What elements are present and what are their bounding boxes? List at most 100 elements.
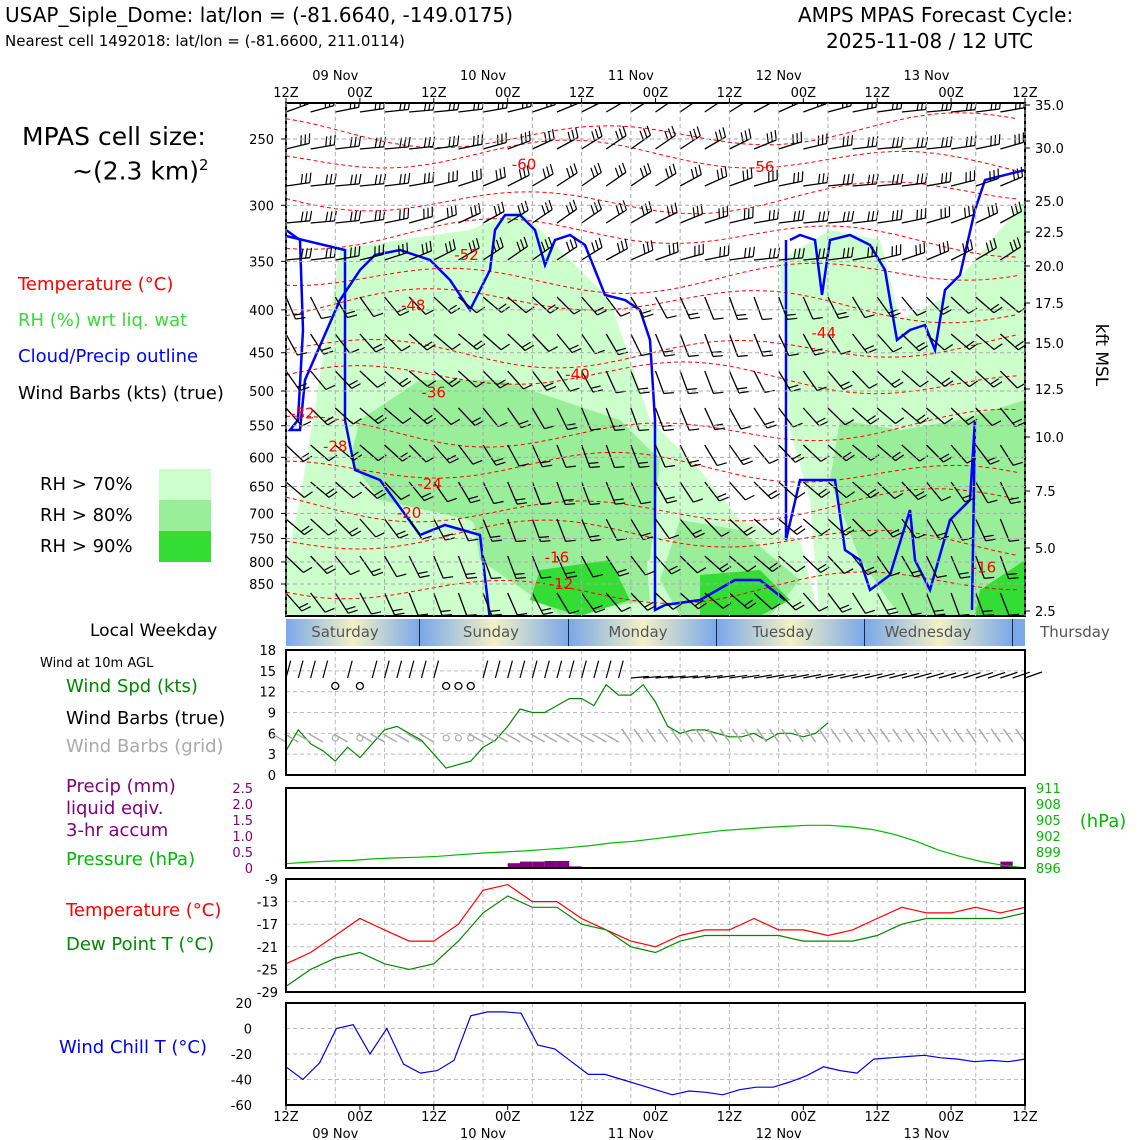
wind-barb-staff (852, 106, 877, 113)
wind-barb-flag (665, 168, 670, 179)
wind-barb (531, 199, 553, 224)
wind-barb-staff (359, 218, 384, 224)
wind-barb-flag (866, 415, 876, 422)
bottom-time-tick-label-9: 00Z (938, 1110, 964, 1125)
wind-barb-staff (334, 407, 354, 425)
wind-barb-staff (802, 592, 820, 612)
wind-barb (507, 296, 535, 314)
wind-barb (827, 444, 855, 462)
wind-barb (482, 166, 506, 187)
wind-barb-flag (867, 247, 870, 258)
isotherm-label-12: -16 (545, 548, 570, 566)
wind-barb (580, 481, 600, 506)
wind-barb (408, 240, 432, 261)
legend-temperature: Temperature (°C) (18, 274, 174, 295)
wind-barb-flag (540, 502, 551, 505)
top-time-tick-label-4: 12Z (569, 86, 595, 101)
wind-barb-staff (359, 370, 378, 388)
wind-barb-flag (643, 128, 648, 138)
wind-barb (408, 481, 434, 502)
wind-barb (334, 407, 362, 425)
wind-barb-staff (482, 555, 492, 579)
wind-barb-flag (722, 127, 727, 138)
wind-barb-flag (588, 461, 599, 465)
wind-barb-flag (671, 568, 681, 575)
wind-barb-flag (440, 609, 451, 613)
wind-barb-staff (531, 555, 543, 579)
wind-barb-flag (719, 496, 729, 502)
wind-barb-staff (335, 183, 360, 187)
wind-barb-flag (520, 133, 523, 144)
wind-barb-staff (605, 135, 627, 150)
wind-barb-flag (674, 202, 678, 213)
wind-barb-flag (994, 103, 997, 110)
wind-barb-flag (449, 458, 459, 464)
wind-barb-flag (771, 603, 781, 610)
wind-barb (335, 136, 362, 150)
wind-barb-flag (326, 568, 337, 575)
wind-barb-flag (821, 491, 831, 498)
wind-barb-flag (398, 245, 400, 256)
wind-barb-staff (704, 103, 720, 113)
wind-barb-flag (918, 345, 928, 352)
surface-barb-grid (904, 728, 915, 743)
wind-barb-flag (447, 497, 458, 503)
surface-barb-grid (793, 728, 804, 743)
wind-barb (457, 555, 478, 579)
wind-barb-flag (478, 203, 481, 214)
wind-barb-flag (548, 199, 553, 210)
surface-barb-true (753, 674, 772, 679)
wind-barb-flag (990, 135, 992, 146)
windchill-ytick-label-0: -60 (231, 1099, 252, 1114)
wind-barb (876, 481, 904, 500)
wind-barb-flag (403, 103, 406, 110)
wind-barb-flag (851, 247, 854, 258)
wind-barb-flag (864, 345, 875, 351)
precip-label-3: 3-hr accum (66, 820, 169, 841)
wind-barb-flag (401, 455, 412, 462)
wind-barb-staff (999, 444, 1014, 466)
wind-barb (630, 103, 646, 113)
wind-barb-staff (359, 146, 384, 150)
wind-barb (926, 370, 954, 387)
wind-barb (654, 444, 676, 468)
wind-barb-flag (1041, 167, 1043, 177)
surface-barb-grid (781, 728, 792, 743)
surface-barb-true (938, 672, 957, 679)
pressure-ytick-label-1: 899 (1036, 846, 1061, 861)
wind-barb-staff (310, 444, 330, 462)
bottom-date-label-2: 11 Nov (608, 1127, 654, 1140)
wind-barb-flag (349, 247, 352, 258)
wind-barb (630, 407, 650, 432)
wind-barb-flag (563, 499, 574, 502)
wind-barb-flag (867, 570, 878, 576)
wind-barb (531, 236, 553, 261)
wind-barb-flag (305, 248, 308, 259)
wind-barb-flag (796, 565, 806, 573)
wind-barb-staff (926, 109, 951, 113)
wind-barb-flag (374, 174, 378, 185)
surface-barb-true (408, 660, 415, 679)
wind-barb (876, 518, 903, 538)
wind-barb-staff (408, 370, 428, 387)
wind-barb-staff (753, 407, 768, 429)
wind-barb-flag (737, 318, 748, 321)
wind-barb-flag (618, 351, 629, 356)
wind-barb-flag (303, 528, 313, 536)
surface-barb-true (482, 660, 489, 679)
wind-barb-flag (378, 174, 382, 185)
wind-barb-flag (546, 103, 548, 108)
wind-barb-staff (630, 481, 642, 504)
wind-barb-staff (852, 370, 870, 389)
wind-barb (581, 296, 607, 316)
surface-barb-grid (419, 733, 435, 743)
wind-barb-staff (605, 248, 628, 261)
wind-barb (778, 171, 804, 187)
wind-barb-flag (549, 164, 554, 175)
wind-barb (679, 164, 702, 187)
wind-barb-flag (565, 503, 576, 506)
wind-barb-flag (475, 381, 485, 388)
surface-barb-grid (358, 733, 373, 743)
wind-barb-staff (901, 108, 926, 113)
surface-barb-grid (493, 733, 509, 743)
